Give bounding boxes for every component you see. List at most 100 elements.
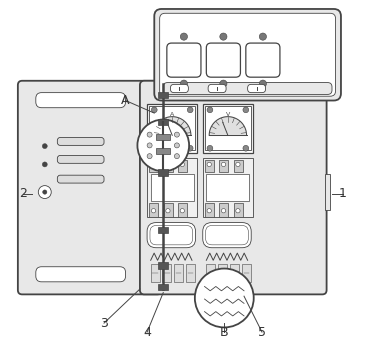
Bar [156, 134, 171, 140]
Circle shape [152, 145, 157, 151]
Circle shape [174, 132, 179, 137]
Circle shape [221, 162, 226, 167]
Polygon shape [154, 117, 191, 135]
Bar [156, 148, 171, 154]
Circle shape [221, 209, 226, 213]
Circle shape [220, 33, 227, 40]
Bar [219, 203, 228, 217]
FancyBboxPatch shape [167, 43, 201, 77]
Bar [149, 160, 158, 172]
FancyBboxPatch shape [206, 43, 240, 77]
Bar [206, 174, 249, 201]
Bar [147, 158, 197, 217]
Bar [230, 264, 239, 282]
Polygon shape [209, 117, 247, 135]
Bar [203, 104, 253, 153]
Circle shape [187, 107, 193, 113]
Text: 2: 2 [19, 187, 27, 200]
Text: V: V [226, 112, 230, 117]
Circle shape [207, 162, 211, 167]
FancyBboxPatch shape [57, 155, 104, 163]
Circle shape [187, 145, 193, 151]
Circle shape [38, 186, 51, 199]
Bar [174, 264, 183, 282]
Circle shape [166, 209, 170, 213]
Circle shape [147, 132, 152, 137]
Circle shape [166, 162, 170, 167]
Bar [178, 203, 187, 217]
Bar [218, 264, 227, 282]
Bar [149, 106, 195, 150]
Circle shape [152, 209, 156, 213]
Circle shape [152, 107, 157, 113]
FancyBboxPatch shape [160, 13, 336, 96]
Bar [151, 264, 160, 282]
Circle shape [195, 269, 254, 327]
Text: B: B [220, 326, 229, 339]
Circle shape [42, 162, 47, 167]
FancyBboxPatch shape [36, 93, 126, 108]
Bar [234, 160, 243, 172]
Bar [158, 227, 168, 233]
Circle shape [174, 154, 179, 159]
FancyBboxPatch shape [147, 223, 195, 248]
FancyBboxPatch shape [154, 9, 341, 101]
Circle shape [259, 80, 266, 87]
Circle shape [236, 162, 240, 167]
Circle shape [243, 107, 249, 113]
Circle shape [174, 143, 179, 148]
Circle shape [42, 144, 47, 149]
Circle shape [243, 145, 249, 151]
Circle shape [147, 143, 152, 148]
Bar [149, 203, 158, 217]
Circle shape [236, 209, 240, 213]
FancyBboxPatch shape [203, 223, 251, 248]
FancyBboxPatch shape [163, 83, 332, 94]
Circle shape [152, 162, 156, 167]
Text: 4: 4 [143, 326, 151, 339]
Circle shape [137, 120, 189, 171]
Circle shape [42, 190, 47, 194]
Bar [178, 160, 187, 172]
Bar [158, 92, 168, 98]
FancyBboxPatch shape [140, 81, 326, 294]
FancyBboxPatch shape [57, 175, 104, 183]
FancyBboxPatch shape [150, 225, 193, 245]
Text: 1: 1 [339, 187, 347, 200]
Bar [325, 174, 330, 210]
Circle shape [207, 145, 213, 151]
Text: A: A [121, 94, 130, 107]
FancyBboxPatch shape [206, 225, 249, 245]
Bar [158, 119, 168, 125]
Bar [205, 203, 214, 217]
FancyBboxPatch shape [57, 137, 104, 145]
Circle shape [207, 107, 213, 113]
FancyBboxPatch shape [171, 84, 188, 93]
FancyBboxPatch shape [36, 267, 126, 282]
FancyBboxPatch shape [246, 43, 280, 77]
Circle shape [147, 154, 152, 159]
Circle shape [259, 33, 266, 40]
Bar [206, 264, 215, 282]
Bar [164, 160, 173, 172]
Circle shape [180, 80, 187, 87]
Circle shape [220, 80, 227, 87]
Bar [164, 203, 173, 217]
Circle shape [180, 33, 187, 40]
Circle shape [180, 162, 184, 167]
Bar [205, 106, 251, 150]
Text: A: A [170, 112, 174, 117]
FancyBboxPatch shape [248, 84, 266, 93]
Bar [234, 203, 243, 217]
Bar [186, 264, 195, 282]
Bar [158, 284, 168, 290]
Bar [205, 160, 214, 172]
Bar [203, 158, 253, 217]
Text: 5: 5 [258, 326, 266, 339]
Bar [242, 264, 251, 282]
Bar [219, 160, 228, 172]
Bar [163, 264, 171, 282]
Text: 3: 3 [100, 317, 108, 330]
FancyBboxPatch shape [18, 81, 161, 294]
Bar [147, 104, 197, 153]
